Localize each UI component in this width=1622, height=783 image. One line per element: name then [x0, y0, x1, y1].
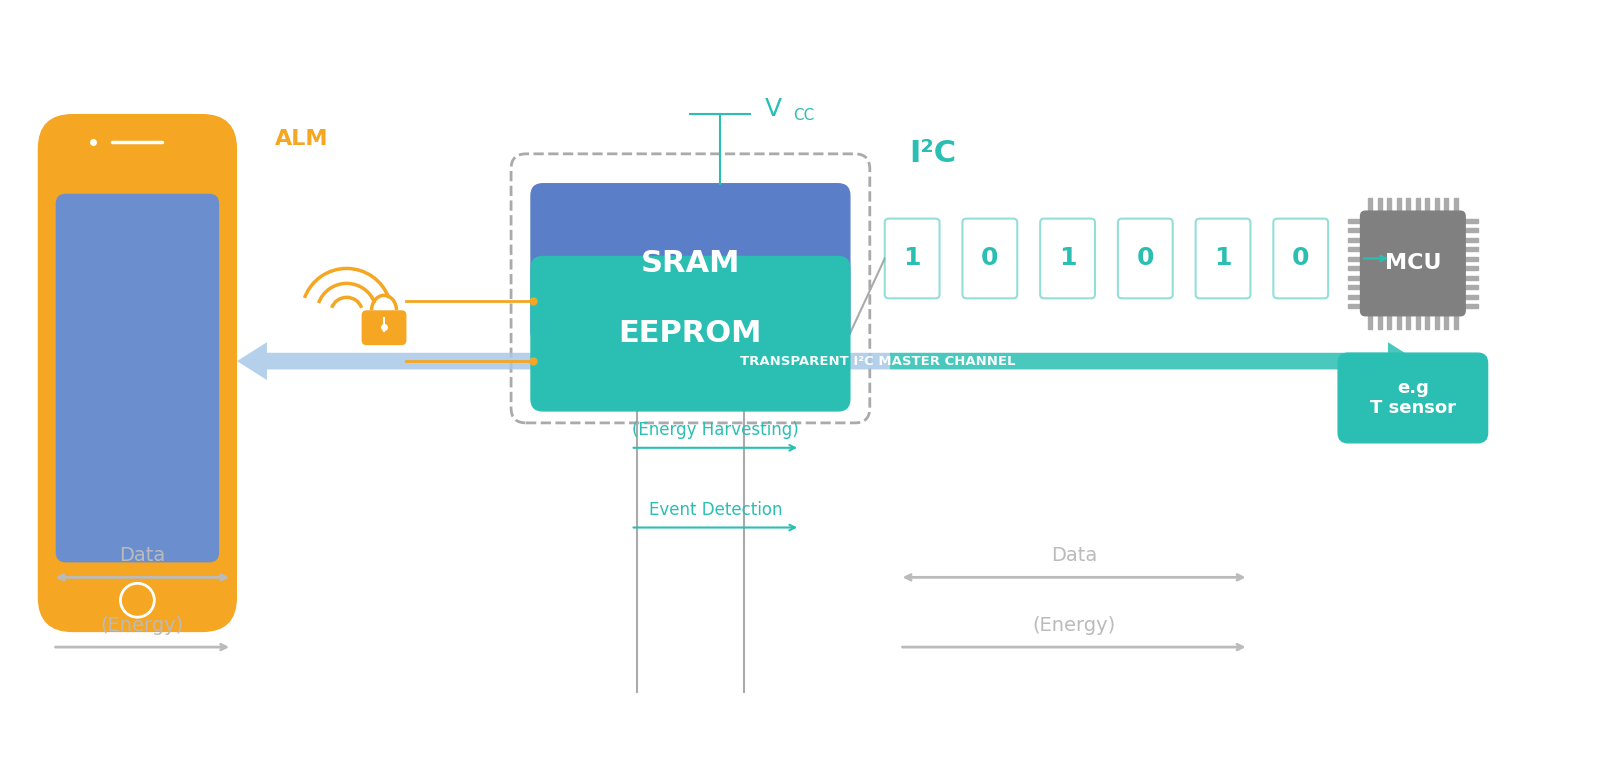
Bar	[1377, 198, 1382, 211]
Text: I²C: I²C	[910, 139, 957, 168]
Text: ALM: ALM	[276, 129, 329, 149]
Bar	[1348, 257, 1361, 261]
Bar	[1397, 316, 1400, 329]
Text: V: V	[766, 97, 782, 121]
Bar	[1465, 218, 1478, 222]
FancyBboxPatch shape	[530, 184, 850, 343]
Bar	[1367, 198, 1372, 211]
Text: 0: 0	[1137, 247, 1155, 270]
FancyBboxPatch shape	[1338, 353, 1487, 443]
FancyBboxPatch shape	[37, 114, 237, 632]
Bar	[1453, 316, 1458, 329]
Bar	[1465, 247, 1478, 251]
Bar	[1348, 238, 1361, 242]
Text: 1: 1	[1215, 247, 1231, 270]
FancyBboxPatch shape	[962, 218, 1017, 298]
Text: 1: 1	[1059, 247, 1077, 270]
Text: e.g
T sensor: e.g T sensor	[1371, 378, 1457, 417]
Bar	[1348, 305, 1361, 309]
FancyBboxPatch shape	[1361, 211, 1465, 316]
Bar	[1348, 276, 1361, 280]
Bar	[1465, 238, 1478, 242]
FancyBboxPatch shape	[530, 257, 850, 411]
Bar	[1348, 285, 1361, 289]
Text: (Energy Harvesting): (Energy Harvesting)	[633, 421, 798, 438]
FancyBboxPatch shape	[362, 310, 407, 345]
Polygon shape	[237, 342, 890, 380]
Bar	[1465, 285, 1478, 289]
Bar	[1426, 198, 1429, 211]
Text: (Energy): (Energy)	[101, 615, 183, 635]
FancyBboxPatch shape	[1040, 218, 1095, 298]
FancyBboxPatch shape	[1273, 218, 1328, 298]
Bar	[1465, 276, 1478, 280]
Bar	[1406, 316, 1410, 329]
Bar	[1377, 316, 1382, 329]
Bar	[1465, 294, 1478, 299]
FancyBboxPatch shape	[1118, 218, 1173, 298]
Bar	[1465, 228, 1478, 232]
Bar	[1387, 316, 1392, 329]
Text: 0: 0	[1293, 247, 1309, 270]
Bar	[1348, 294, 1361, 299]
Polygon shape	[890, 342, 1418, 380]
Text: CC: CC	[793, 109, 814, 124]
Bar	[1348, 228, 1361, 232]
Bar	[1397, 198, 1400, 211]
FancyBboxPatch shape	[1195, 218, 1251, 298]
Bar	[1465, 266, 1478, 270]
FancyBboxPatch shape	[884, 218, 939, 298]
Text: TRANSPARENT I²C MASTER CHANNEL: TRANSPARENT I²C MASTER CHANNEL	[740, 355, 1015, 367]
Bar	[1348, 266, 1361, 270]
Bar	[1426, 316, 1429, 329]
Text: Data: Data	[120, 546, 165, 565]
Text: MCU: MCU	[1385, 254, 1440, 273]
Bar	[1416, 316, 1419, 329]
Bar	[1406, 198, 1410, 211]
Bar	[1465, 257, 1478, 261]
Bar	[1367, 316, 1372, 329]
Bar	[1387, 198, 1392, 211]
Text: EEPROM: EEPROM	[618, 319, 762, 348]
Text: Data: Data	[1051, 546, 1096, 565]
Bar	[1444, 316, 1448, 329]
FancyBboxPatch shape	[55, 193, 219, 562]
Bar	[1453, 198, 1458, 211]
Bar	[1416, 198, 1419, 211]
Text: 0: 0	[981, 247, 999, 270]
Bar	[1348, 218, 1361, 222]
Bar	[1434, 316, 1439, 329]
Bar	[1348, 247, 1361, 251]
Bar	[1434, 198, 1439, 211]
Text: Event Detection: Event Detection	[649, 500, 782, 518]
Text: 1: 1	[903, 247, 921, 270]
Text: SRAM: SRAM	[641, 249, 740, 278]
Bar	[1444, 198, 1448, 211]
Text: (Energy): (Energy)	[1033, 615, 1116, 635]
Bar	[1465, 305, 1478, 309]
